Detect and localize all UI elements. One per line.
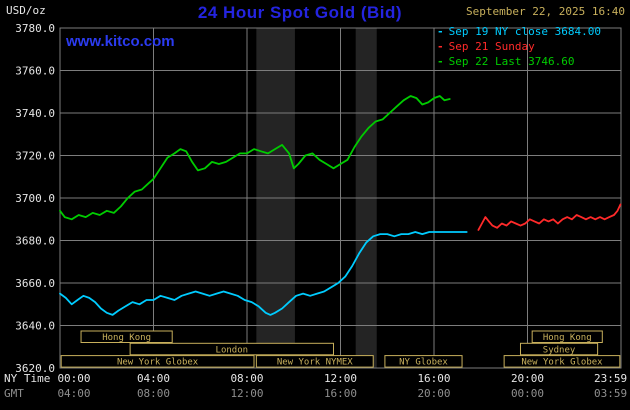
y-axis-label: 3760.0 — [15, 65, 55, 78]
session-label: London — [216, 345, 249, 355]
x-axis-label-gmt: 00:00 — [511, 387, 544, 400]
ny-time-axis-title: NY Time — [4, 372, 50, 385]
y-axis-label: 3620.0 — [15, 362, 55, 375]
x-axis-label-ny: 12:00 — [324, 372, 357, 385]
y-axis-label: 3780.0 — [15, 22, 55, 35]
session-box — [519, 342, 599, 356]
legend-line-swatch: - — [437, 55, 444, 68]
x-axis-label-ny: 00:00 — [57, 372, 90, 385]
legend-item: - Sep 19 NY close 3684.00 — [437, 24, 601, 39]
legend-line-swatch: - — [437, 40, 444, 53]
x-axis-label-gmt: 08:00 — [137, 387, 170, 400]
session-label: Hong Kong — [102, 333, 151, 343]
session-label: New York Globex — [117, 358, 199, 368]
x-axis-label-ny: 20:00 — [511, 372, 544, 385]
y-axis-label: 3740.0 — [15, 107, 55, 120]
x-axis-label-gmt: 20:00 — [417, 387, 450, 400]
y-axis-label: 3720.0 — [15, 150, 55, 163]
y-axis-label: 3640.0 — [15, 320, 55, 333]
session-box — [255, 355, 374, 368]
session-box — [384, 355, 463, 368]
session-box — [531, 330, 603, 343]
legend-label: Sep 22 Last 3746.60 — [448, 55, 575, 68]
series-line-sep-19-ny-close — [59, 231, 468, 316]
legend-label: Sep 21 Sunday — [448, 40, 535, 53]
x-axis-label-gmt: 03:59 — [594, 387, 627, 400]
x-axis-label-gmt: 16:00 — [324, 387, 357, 400]
session-box — [129, 342, 334, 356]
session-label: NY Globex — [399, 358, 448, 368]
plot-border — [59, 27, 622, 369]
session-label: Sydney — [543, 345, 576, 355]
series-line-sep-22-last — [59, 95, 451, 221]
legend-item: - Sep 22 Last 3746.60 — [437, 54, 601, 69]
legend: - Sep 19 NY close 3684.00 - Sep 21 Sunday … — [437, 24, 601, 69]
session-box — [60, 355, 255, 368]
datetime-label: September 22, 2025 16:40 — [466, 5, 625, 18]
y-axis-label: 3660.0 — [15, 277, 55, 290]
x-axis-label-gmt: 12:00 — [230, 387, 263, 400]
x-axis-label-ny: 08:00 — [230, 372, 263, 385]
x-axis-label-ny: 04:00 — [137, 372, 170, 385]
units-label: USD/oz — [6, 4, 46, 17]
session-box — [503, 355, 621, 368]
legend-line-swatch: - — [437, 25, 444, 38]
legend-item: - Sep 21 Sunday — [437, 39, 601, 54]
x-axis-label-gmt: 04:00 — [57, 387, 90, 400]
legend-label: Sep 19 NY close 3684.00 — [448, 25, 601, 38]
session-box — [80, 330, 173, 343]
page-title: 24 Hour Spot Gold (Bid) — [197, 3, 403, 22]
kitco-watermark-link[interactable]: www.kitco.com — [66, 33, 175, 50]
gmt-axis-title: GMT — [4, 387, 24, 400]
session-label: New York NYMEX — [277, 358, 353, 368]
series-line-sep-21-sunday — [477, 203, 622, 231]
x-axis-label-ny: 16:00 — [417, 372, 450, 385]
y-axis-label: 3680.0 — [15, 235, 55, 248]
session-label: Hong Kong — [543, 333, 592, 343]
y-axis-label: 3700.0 — [15, 192, 55, 205]
x-axis-label-ny: 23:59 — [594, 372, 627, 385]
session-label: New York Globex — [521, 358, 603, 368]
